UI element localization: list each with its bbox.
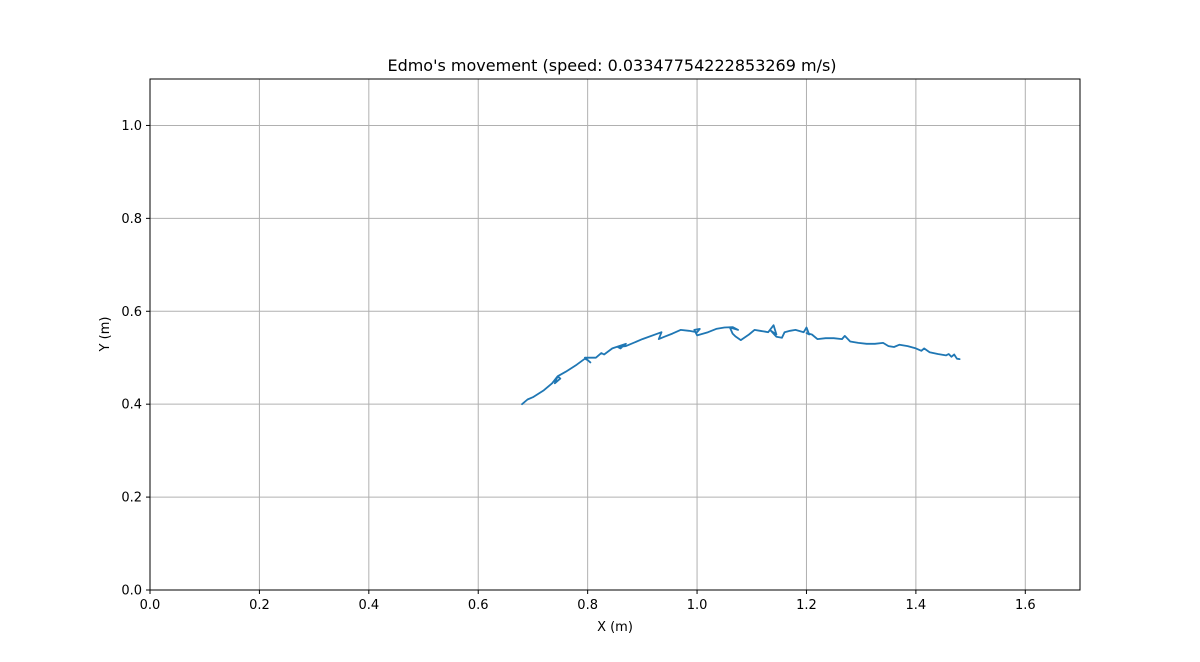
- trajectory-line: [521, 324, 961, 406]
- x-axis-label: X (m): [597, 620, 633, 635]
- x-tick-label: 0.4: [358, 598, 379, 613]
- y-axis: 0.0 0.2 0.4 0.6 0.8 1.0: [121, 119, 150, 599]
- chart-title: Edmo's movement (speed: 0.03347754222853…: [387, 56, 836, 75]
- y-axis-label: Y (m): [98, 317, 113, 353]
- x-tick-label: 1.4: [906, 598, 927, 613]
- x-tick-label: 0.2: [249, 598, 270, 613]
- x-tick-label: 1.6: [1015, 598, 1036, 613]
- y-tick-label: 0.6: [121, 305, 142, 320]
- x-tick-label: 1.2: [796, 598, 817, 613]
- x-tick-label: 0.8: [577, 598, 598, 613]
- y-tick-label: 0.0: [121, 584, 142, 599]
- y-tick-label: 0.2: [121, 491, 142, 506]
- y-tick-label: 0.8: [121, 212, 142, 227]
- x-axis: 0.0 0.2 0.4 0.6 0.8 1.0 1.2 1.4 1.6: [140, 590, 1036, 613]
- y-tick-label: 1.0: [121, 119, 142, 134]
- x-tick-label: 0.6: [468, 598, 489, 613]
- x-tick-label: 1.0: [687, 598, 708, 613]
- plot-frame: [149, 78, 1081, 591]
- series-layer: [521, 324, 961, 406]
- x-tick-label: 0.0: [140, 598, 161, 613]
- y-tick-label: 0.4: [121, 398, 142, 413]
